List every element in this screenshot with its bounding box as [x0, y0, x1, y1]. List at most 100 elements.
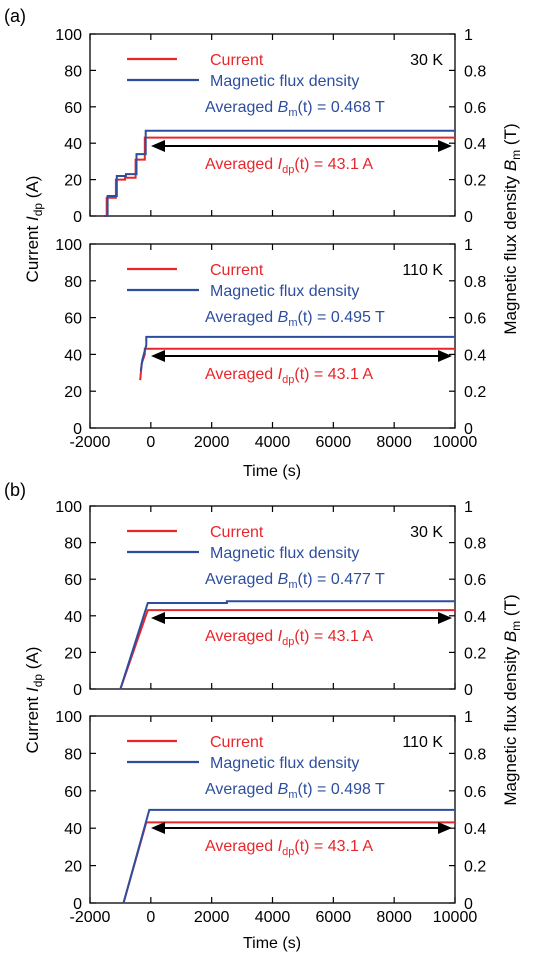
y2-tick-label: 0.6: [464, 572, 486, 589]
y-tick-label: 100: [55, 709, 82, 726]
temperature-label: 30 K: [410, 52, 443, 69]
series-current-line: [102, 136, 455, 217]
legend-bm-label: Magnetic flux density: [210, 755, 359, 772]
chart-panel-1: 0 20 40 60 80 100 0 0.2 0.4 0.6 0.8 1 Current Magneti…: [55, 27, 486, 226]
averaged-bm-annotation: Averaged Bm(t) = 0.468 T: [205, 99, 385, 119]
arrow-head-left: [151, 350, 165, 362]
series-bm-line: [103, 129, 455, 217]
y-tick-label: 0: [73, 896, 82, 913]
arrow-head-right: [438, 822, 452, 834]
temperature-label: 110 K: [402, 734, 443, 751]
legend-current-label: Current: [210, 52, 264, 69]
legend-bm-label: Magnetic flux density: [210, 545, 359, 562]
temperature-label: 110 K: [402, 262, 443, 279]
averaged-bm-annotation: Averaged Bm(t) = 0.498 T: [205, 781, 385, 801]
legend-bm-label: Magnetic flux density: [210, 73, 359, 90]
left-axis-label-a: Current Idp (A): [23, 176, 45, 283]
x-tick-label: 4000: [255, 909, 291, 926]
panel-label-b: (b): [4, 480, 26, 500]
arrow-head-left: [151, 822, 165, 834]
y2-tick-label: 0.4: [464, 347, 486, 364]
series-current-line: [122, 821, 455, 904]
arrow-head-right: [438, 350, 452, 362]
y-tick-label: 100: [55, 237, 82, 254]
y-tick-label: 40: [64, 609, 82, 626]
y-tick-label: 20: [64, 173, 82, 190]
y2-tick-label: 1: [464, 237, 473, 254]
averaged-bm-annotation: Averaged Bm(t) = 0.495 T: [205, 309, 385, 329]
y-tick-label: 0: [73, 682, 82, 699]
temperature-label: 30 K: [410, 524, 443, 541]
legend-bm-label: Magnetic flux density: [210, 283, 359, 300]
x-tick-label: 8000: [376, 909, 412, 926]
arrow-head-left: [151, 140, 165, 152]
y-tick-label: 40: [64, 136, 82, 153]
y2-tick-label: 1: [464, 27, 473, 44]
panel-label-a: (a): [4, 6, 26, 26]
y2-tick-label: 0: [464, 209, 473, 226]
y2-tick-label: 1: [464, 499, 473, 516]
y2-tick-label: 0.8: [464, 274, 486, 291]
y-tick-label: 20: [64, 645, 82, 662]
chart-panel-3: 0 20 40 60 80 100 0 0.2 0.4 0.6 0.8 1 Current Magneti…: [55, 499, 486, 699]
series-bm-line: [139, 335, 455, 372]
arrow-head-left: [151, 612, 165, 624]
arrow-head-right: [438, 140, 452, 152]
y2-tick-label: 0.4: [464, 136, 486, 153]
series-current-line: [119, 609, 455, 690]
plot-frame: [89, 505, 456, 690]
x-tick-label: 0: [146, 434, 155, 451]
y2-tick-label: 0.2: [464, 173, 486, 190]
legend-current-label: Current: [210, 262, 264, 279]
y-tick-label: 100: [55, 499, 82, 516]
y2-tick-label: 0: [464, 682, 473, 699]
right-axis-label-b: Magnetic flux density Bm (T): [501, 594, 523, 805]
y2-tick-label: 0.8: [464, 63, 486, 80]
y-tick-label: 80: [64, 274, 82, 291]
y2-tick-label: 0.8: [464, 746, 486, 763]
y-tick-label: 80: [64, 536, 82, 553]
chart-panel-4: -2000 0 2000 4000 6000 8000 100000204060801000…: [55, 709, 486, 926]
x-tick-label: 10000: [433, 909, 478, 926]
y-tick-label: 60: [64, 100, 82, 117]
x-tick-label: 8000: [376, 434, 412, 451]
y-tick-label: 0: [73, 421, 82, 438]
arrow-head-right: [438, 612, 452, 624]
y2-tick-label: 0: [464, 896, 473, 913]
x-axis-label-a: Time (s): [243, 463, 301, 480]
x-tick-label: 2000: [194, 434, 230, 451]
chart-panel-2: -2000 0 2000 4000 6000 8000 100000204060801000…: [55, 237, 486, 451]
y-tick-label: 100: [55, 27, 82, 44]
x-tick-label: 6000: [316, 909, 352, 926]
right-axis-label-a: Magnetic flux density Bm (T): [501, 123, 523, 334]
averaged-idp-annotation: Averaged Idp(t) = 43.1 A: [205, 628, 373, 648]
y2-tick-label: 0: [464, 421, 473, 438]
averaged-bm-annotation: Averaged Bm(t) = 0.477 T: [205, 571, 385, 591]
series-bm-line: [122, 808, 455, 904]
x-tick-label: 4000: [255, 434, 291, 451]
y-tick-label: 80: [64, 63, 82, 80]
x-tick-label: 2000: [194, 909, 230, 926]
series-bm-line: [119, 600, 455, 690]
averaged-idp-annotation: Averaged Idp(t) = 43.1 A: [205, 366, 373, 386]
legend-current-label: Current: [210, 524, 264, 541]
x-tick-label: -2000: [70, 434, 111, 451]
y2-tick-label: 0.2: [464, 384, 486, 401]
y-tick-label: 40: [64, 347, 82, 364]
y-tick-label: 20: [64, 859, 82, 876]
y2-tick-label: 0.6: [464, 100, 486, 117]
plot-frame: [89, 33, 456, 217]
y-tick-label: 20: [64, 384, 82, 401]
y2-tick-label: 0.2: [464, 645, 486, 662]
x-tick-label: -2000: [70, 909, 111, 926]
y-tick-label: 60: [64, 784, 82, 801]
averaged-idp-annotation: Averaged Idp(t) = 43.1 A: [205, 156, 373, 176]
y-tick-label: 0: [73, 209, 82, 226]
y2-tick-label: 0.8: [464, 536, 486, 553]
y2-tick-label: 0.6: [464, 784, 486, 801]
x-tick-label: 0: [146, 909, 155, 926]
x-tick-label: 6000: [316, 434, 352, 451]
y2-tick-label: 0.4: [464, 821, 486, 838]
averaged-idp-annotation: Averaged Idp(t) = 43.1 A: [205, 838, 373, 858]
y2-tick-label: 0.6: [464, 311, 486, 328]
